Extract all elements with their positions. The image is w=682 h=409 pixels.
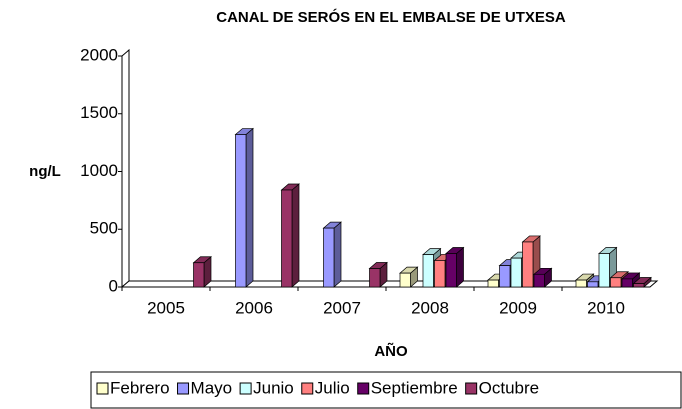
bar xyxy=(510,257,522,288)
y-axis-label: ng/L xyxy=(29,163,61,180)
legend-label: Octubre xyxy=(479,378,539,397)
bar xyxy=(610,277,622,288)
bar xyxy=(422,254,434,288)
x-tick-label: 2007 xyxy=(323,298,361,317)
bar xyxy=(193,262,205,288)
bar-side xyxy=(245,127,254,288)
legend-label: Mayo xyxy=(191,378,233,397)
bar xyxy=(235,134,247,288)
x-tick-label: 2005 xyxy=(147,298,185,317)
legend-swatch xyxy=(96,382,109,395)
bar-side xyxy=(456,246,464,288)
y-tick-label: 2000 xyxy=(80,45,118,64)
legend-swatch xyxy=(239,382,252,395)
x-tick-label: 2008 xyxy=(411,298,449,317)
legend-label: Julio xyxy=(315,378,350,397)
x-axis-label: AÑO xyxy=(374,342,408,360)
legend-swatch xyxy=(465,382,478,395)
x-tick-label: 2009 xyxy=(499,298,537,317)
legend-swatch xyxy=(357,382,370,395)
bar xyxy=(522,241,534,288)
bar xyxy=(533,273,545,288)
bar xyxy=(621,278,633,288)
y-tick-label: 1500 xyxy=(80,103,118,122)
legend-swatch xyxy=(301,382,314,395)
legend-label: Febrero xyxy=(110,378,170,397)
bar xyxy=(487,279,499,288)
bar-side xyxy=(333,221,342,288)
y-tick-label: 500 xyxy=(90,219,118,238)
bar xyxy=(399,272,411,288)
y-tick-label: 1000 xyxy=(80,161,118,180)
x-tick-label: 2006 xyxy=(235,298,273,317)
bar xyxy=(499,265,511,288)
chart-title: CANAL DE SERÓS EN EL EMBALSE DE UTXESA xyxy=(216,8,566,26)
bar-side xyxy=(291,183,300,288)
x-tick-label: 2010 xyxy=(587,298,625,317)
bar xyxy=(434,260,446,288)
bar xyxy=(323,227,335,288)
bar xyxy=(369,268,381,288)
y-tick-label: 0 xyxy=(109,276,118,295)
bar xyxy=(281,189,293,288)
legend-swatch xyxy=(177,382,190,395)
bar xyxy=(598,253,610,288)
back-wall xyxy=(121,48,130,289)
bar xyxy=(445,253,457,288)
bar xyxy=(633,283,645,288)
legend-label: Septiembre xyxy=(371,378,458,397)
legend-label: Junio xyxy=(253,378,294,397)
bar xyxy=(575,279,587,288)
legend-box xyxy=(90,371,682,409)
bar xyxy=(587,281,599,288)
